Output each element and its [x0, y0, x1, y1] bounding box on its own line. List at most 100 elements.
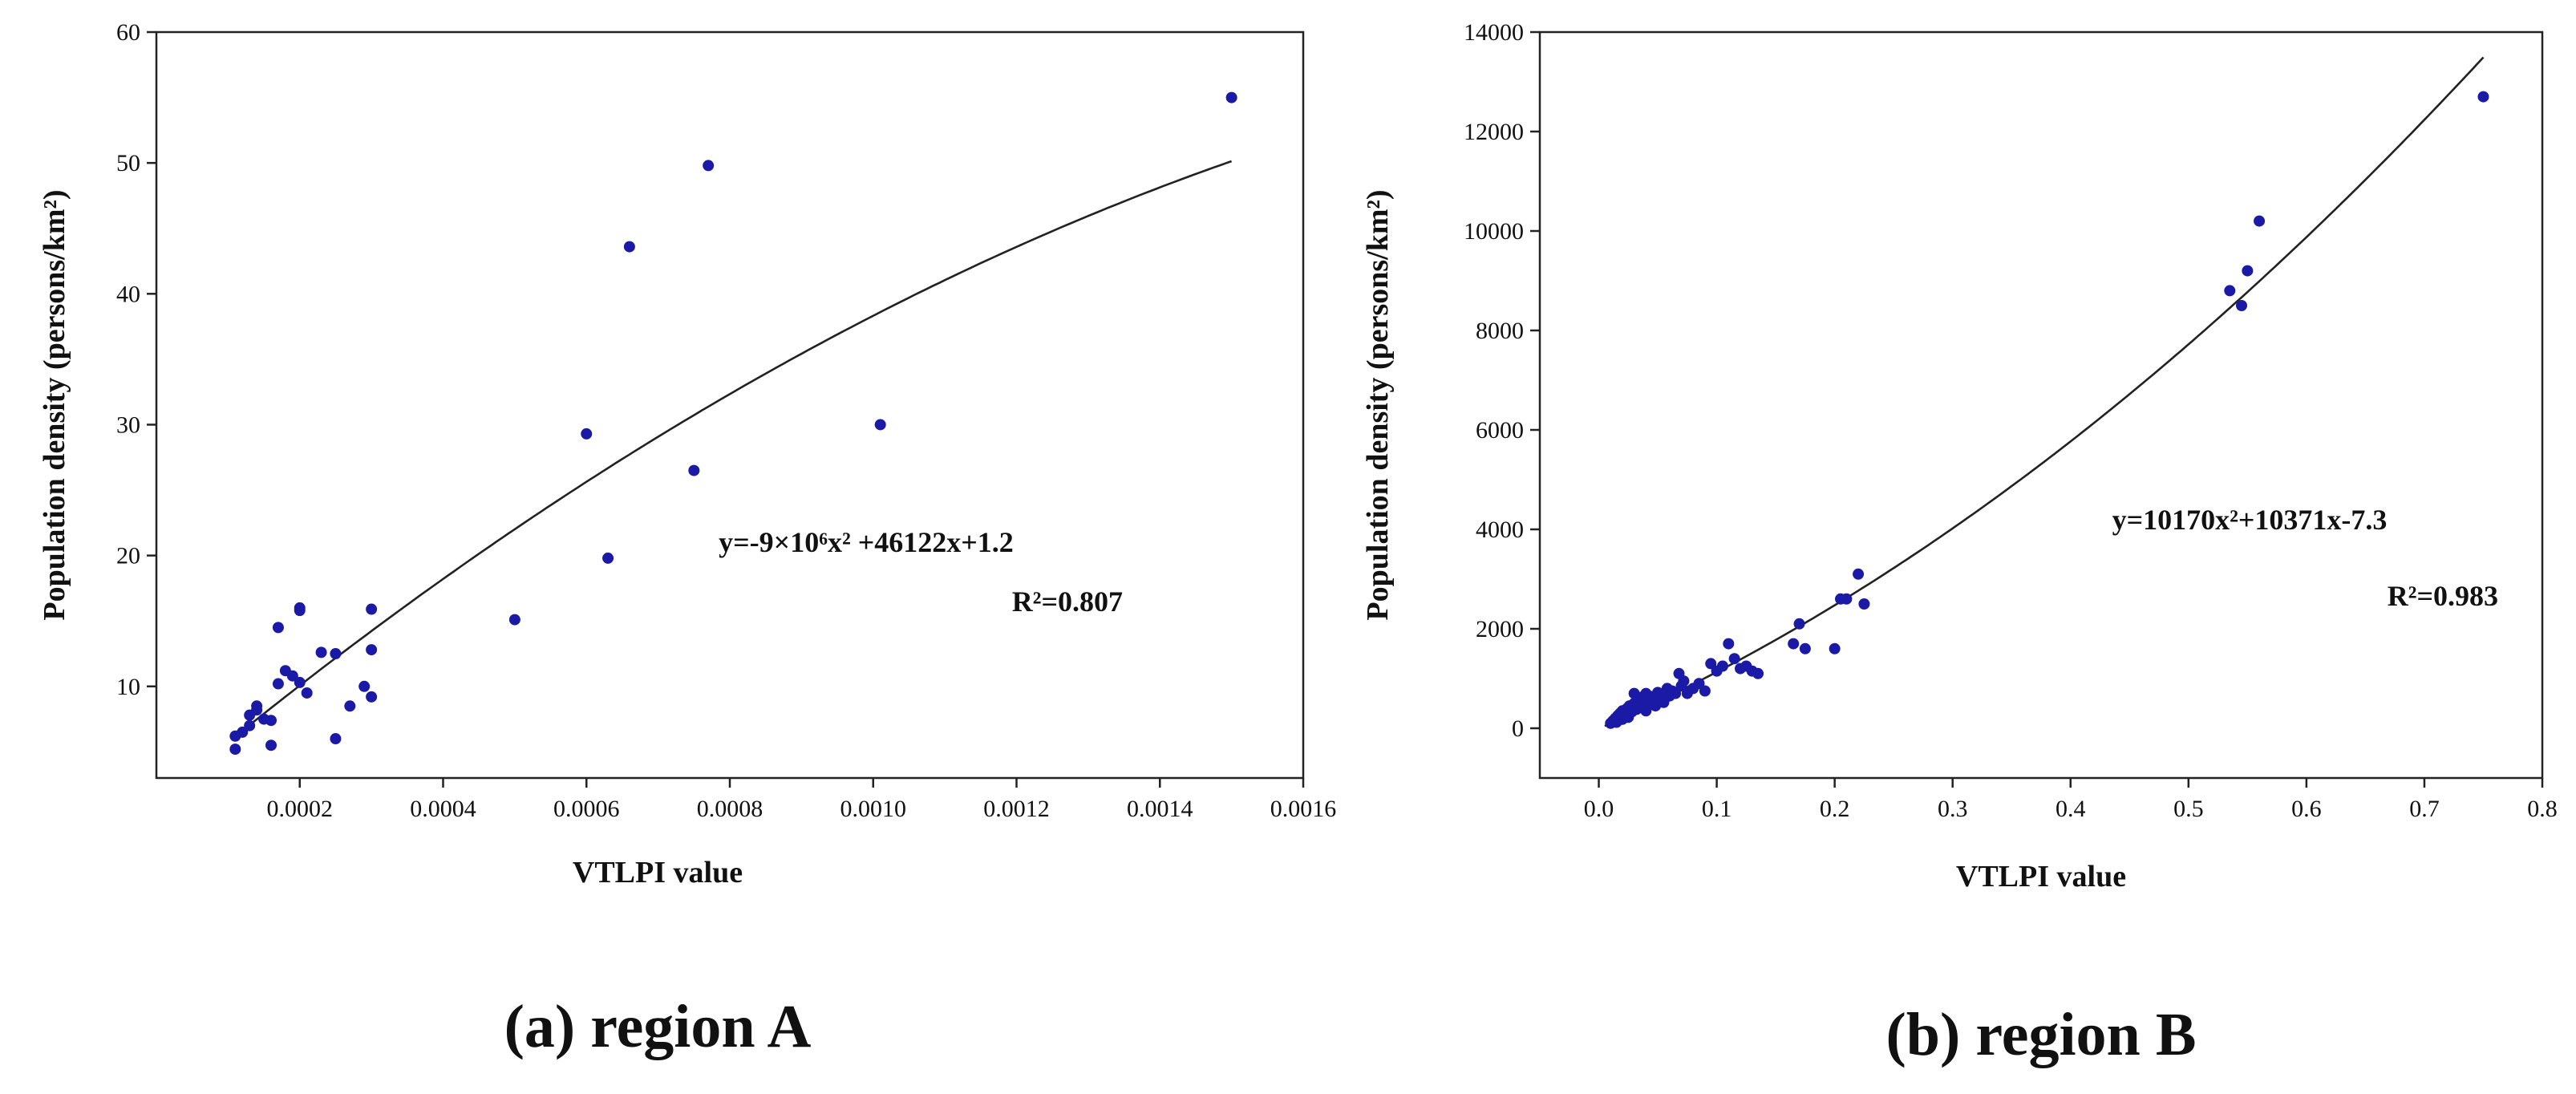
x-tick-label: 0.1: [1702, 796, 1732, 822]
data-point: [1793, 618, 1805, 630]
panel-a-x-axis-ticks: 0.0002 0.0004 0.0006 0.0008 0.0010 0.0012 0.00…: [267, 778, 1337, 822]
panel-a: 0.0002 0.0004 0.0006 0.0008 0.0010 0.0012 0.00…: [38, 19, 1336, 1060]
panel-b-fit-curve: [1604, 56, 2485, 727]
x-tick-label: 0.5: [2173, 796, 2204, 822]
data-point: [229, 744, 241, 756]
y-tick-label: 50: [116, 150, 140, 176]
data-point: [358, 680, 371, 692]
data-point: [1699, 685, 1711, 697]
data-point: [366, 603, 378, 615]
panel-a-y-axis-ticks: 10 20 30 40 50 60: [116, 19, 156, 700]
panel-b-y-axis-ticks: 0 2000 4000 6000 8000 10000 12000 14000: [1464, 19, 1540, 742]
panel-a-plot-frame: [155, 30, 1305, 780]
data-point: [2477, 91, 2489, 103]
data-point: [1640, 705, 1652, 717]
data-point: [602, 552, 614, 564]
panel-b-plot-frame: [1538, 30, 2544, 780]
y-tick-label: 6000: [1476, 417, 1524, 444]
panel-a-caption: (a) region A: [504, 993, 812, 1060]
panel-b-caption: (b) region B: [1885, 1001, 2196, 1068]
y-tick-label: 12000: [1464, 119, 1524, 145]
data-point: [1858, 598, 1870, 610]
data-point: [366, 644, 378, 656]
x-tick-label: 0.0014: [1127, 796, 1193, 822]
data-point: [272, 622, 284, 634]
data-point: [330, 648, 342, 659]
data-point: [874, 419, 886, 431]
data-point: [272, 678, 284, 690]
y-tick-label: 2000: [1476, 616, 1524, 642]
y-tick-label: 40: [116, 281, 140, 307]
x-tick-label: 0.0006: [553, 796, 620, 822]
x-tick-label: 0.0008: [697, 796, 763, 822]
data-point: [1678, 675, 1690, 687]
x-tick-label: 0.0002: [267, 796, 334, 822]
x-tick-label: 0.0012: [983, 796, 1050, 822]
data-point: [366, 691, 378, 703]
data-point: [315, 646, 327, 658]
data-point: [294, 605, 306, 617]
y-tick-label: 20: [116, 543, 140, 569]
data-point: [703, 160, 715, 172]
data-point: [508, 614, 520, 626]
data-point: [265, 739, 277, 752]
panel-a-equation: y=-9×10⁶x² +46122x+1.2: [719, 526, 1014, 558]
data-point: [251, 704, 263, 716]
data-point: [237, 726, 249, 738]
y-tick-label: 10: [116, 674, 140, 700]
panel-a-y-axis-title: Population density (persons/km²): [38, 189, 71, 620]
y-tick-label: 0: [1512, 715, 1524, 742]
data-point: [1799, 642, 1811, 654]
data-point: [1752, 667, 1764, 679]
data-point: [1841, 593, 1853, 605]
data-point: [2224, 285, 2236, 297]
x-tick-label: 0.7: [2409, 796, 2440, 822]
data-point: [2254, 215, 2266, 227]
panel-b: 0.0 0.1 0.2 0.3 0.4 0.5 0.6 0.7 0.8 0 2000 4000 600…: [1361, 19, 2558, 1068]
x-tick-label: 0.0004: [410, 796, 476, 822]
data-point: [2236, 300, 2247, 311]
y-tick-label: 60: [116, 19, 140, 46]
data-point: [244, 719, 256, 731]
data-point: [1829, 642, 1841, 654]
data-point: [286, 670, 298, 682]
panel-b-scatter-points: [1605, 91, 2489, 729]
panel-b-y-axis-title: Population density (persons/km²): [1361, 189, 1395, 620]
x-tick-label: 0.8: [2527, 796, 2558, 822]
data-point: [688, 464, 700, 476]
x-tick-label: 0.4: [2056, 796, 2086, 822]
y-tick-label: 30: [116, 411, 140, 438]
x-tick-label: 0.0: [1584, 796, 1614, 822]
data-point: [1788, 638, 1800, 650]
data-point: [344, 700, 356, 712]
data-point: [294, 676, 306, 688]
y-tick-label: 14000: [1464, 19, 1524, 46]
x-tick-label: 0.0010: [840, 796, 907, 822]
data-point: [265, 715, 277, 727]
y-tick-label: 8000: [1476, 318, 1524, 344]
y-tick-label: 4000: [1476, 517, 1524, 543]
panel-b-x-axis-ticks: 0.0 0.1 0.2 0.3 0.4 0.5 0.6 0.7 0.8: [1584, 778, 2558, 822]
panel-a-fit-curve: [234, 160, 1233, 738]
data-point: [2242, 265, 2254, 277]
x-tick-label: 0.0016: [1270, 796, 1337, 822]
panel-a-r-squared: R²=0.807: [1012, 585, 1123, 618]
panel-b-equation: y=10170x²+10371x-7.3: [2112, 504, 2388, 536]
data-point: [1225, 91, 1237, 103]
panel-b-r-squared: R²=0.983: [2388, 580, 2498, 612]
data-point: [623, 241, 635, 253]
data-point: [301, 687, 313, 699]
data-point: [1728, 653, 1740, 665]
panel-b-x-axis-title: VTLPI value: [1956, 860, 2126, 893]
panel-a-x-axis-title: VTLPI value: [573, 856, 743, 889]
data-point: [330, 733, 342, 745]
data-point: [581, 427, 593, 440]
data-point: [1716, 660, 1728, 672]
x-tick-label: 0.2: [1820, 796, 1850, 822]
data-point: [1723, 638, 1735, 650]
x-tick-label: 0.3: [1938, 796, 1968, 822]
y-tick-label: 10000: [1464, 218, 1524, 245]
data-point: [1853, 568, 1865, 580]
panel-a-scatter-points: [229, 91, 1237, 756]
